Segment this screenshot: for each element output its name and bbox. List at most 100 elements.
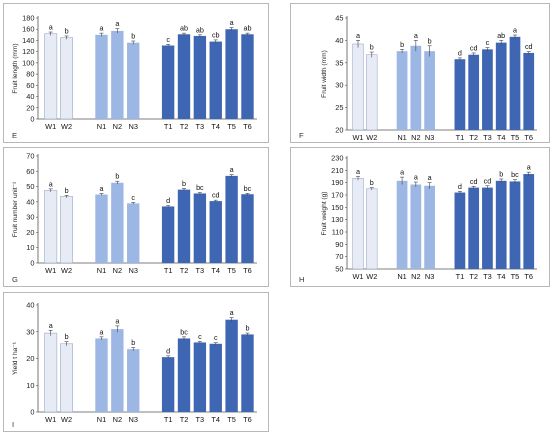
category-label-n2: N2	[113, 122, 122, 131]
significance-letter: a	[414, 31, 418, 40]
significance-letter: b	[182, 179, 186, 188]
bar-n3	[127, 203, 140, 263]
significance-letter: cd	[484, 176, 492, 185]
bar-w2	[60, 37, 74, 120]
bar-w1	[44, 190, 58, 264]
bar-t5	[225, 29, 238, 119]
bar-t1	[454, 59, 466, 130]
y-tick-label: 70	[335, 252, 343, 261]
significance-letter: a	[230, 308, 234, 317]
significance-letter: cd	[525, 42, 533, 51]
y-tick-label: 25	[335, 103, 343, 112]
bar-t2	[177, 189, 191, 263]
significance-letter: b	[65, 186, 69, 195]
significance-letter: bc	[244, 184, 252, 193]
bar-t4	[209, 41, 222, 119]
bar-w1	[352, 43, 364, 131]
bar-t3	[482, 187, 493, 269]
y-tick-label: 150	[331, 203, 343, 212]
chart-panel-i: 0 10 20 30 40 Yield t ha⁻¹ a W1 b W2 a N1 a N2 b N3 d T1 b…	[3, 292, 269, 432]
y-tick-label: 120	[22, 47, 34, 56]
bar-t2	[177, 34, 191, 119]
y-tick-label: 130	[331, 215, 343, 224]
significance-letter: a	[400, 168, 404, 177]
y-axis-label: Yield t ha⁻¹	[12, 341, 19, 375]
category-label-n3: N3	[128, 266, 137, 275]
y-tick-label: 210	[331, 166, 343, 175]
significance-letter: ab	[196, 25, 204, 34]
significance-letter: c	[198, 332, 202, 341]
category-label-n3: N3	[128, 415, 137, 424]
y-tick-label: 50	[335, 265, 343, 274]
bar-t3	[193, 193, 207, 263]
significance-letter: ab	[180, 24, 188, 33]
significance-letter: a	[99, 184, 103, 193]
category-label-w1: W1	[45, 415, 56, 424]
significance-letter: a	[49, 179, 53, 188]
significance-letter: b	[131, 338, 135, 347]
y-axis-label: Fruit number unit⁻¹	[12, 181, 19, 237]
bar-t4	[495, 180, 507, 269]
significance-letter: bc	[511, 170, 519, 179]
significance-letter: a	[99, 327, 103, 336]
bar-n3	[127, 349, 140, 412]
category-label-w2: W2	[61, 415, 72, 424]
bar-w1	[44, 33, 58, 120]
panel-label: E	[12, 131, 17, 140]
bar-w1	[44, 332, 58, 413]
y-tick-label: 90	[335, 240, 343, 249]
category-label-t1: T1	[164, 415, 173, 424]
y-tick-label: 180	[22, 14, 34, 23]
significance-letter: bc	[180, 327, 188, 336]
significance-letter: d	[166, 196, 170, 205]
significance-letter: c	[166, 35, 170, 44]
y-tick-label: 20	[26, 103, 34, 112]
bar-n1	[396, 180, 408, 269]
bar-t3	[193, 35, 207, 120]
bar-w2	[366, 54, 378, 131]
significance-letter: a	[513, 26, 517, 35]
significance-letter: b	[65, 332, 69, 341]
bar-t3	[482, 49, 493, 130]
y-tick-label: 230	[331, 154, 343, 163]
category-label-t3: T3	[196, 415, 205, 424]
bar-w1	[352, 178, 364, 270]
y-tick-label: 10	[26, 381, 34, 390]
y-tick-label: 140	[22, 36, 34, 45]
bar-t6	[241, 334, 254, 412]
significance-letter: ab	[497, 31, 505, 40]
significance-letter: b	[115, 172, 119, 181]
y-axis-label: Fruit width (mm)	[321, 50, 328, 98]
bar-n2	[410, 45, 422, 130]
y-tick-label: 170	[331, 191, 343, 200]
category-label-t4: T4	[211, 122, 220, 131]
category-label-n3: N3	[425, 272, 434, 281]
bar-t1	[454, 192, 466, 269]
category-label-t6: T6	[243, 266, 252, 275]
category-label-n1: N1	[97, 122, 106, 131]
significance-letter: b	[245, 324, 249, 333]
bar-n1	[95, 194, 108, 263]
chart-i: 0 10 20 30 40 Yield t ha⁻¹ a W1 b W2 a N1 a N2 b N3 d T1 b…	[12, 301, 257, 429]
bar-w2	[366, 188, 378, 270]
significance-letter: cd	[470, 43, 478, 52]
significance-letter: a	[428, 173, 432, 182]
y-axis-label: Fruit weight (g)	[321, 192, 328, 236]
bar-t2	[468, 54, 480, 130]
y-tick-label: 20	[26, 228, 34, 237]
significance-letter: a	[49, 23, 53, 32]
category-label-t6: T6	[243, 415, 252, 424]
significance-letter: a	[99, 24, 103, 33]
bar-n1	[95, 338, 108, 412]
category-label-t1: T1	[164, 122, 173, 131]
significance-letter: b	[370, 43, 374, 52]
category-label-t1: T1	[456, 272, 465, 281]
y-tick-label: 40	[26, 301, 34, 310]
category-label-t2: T2	[180, 122, 189, 131]
chart-g: 0 10 20 30 40 50 60 70 Fruit number unit⁻¹ a W1 b W2…	[12, 152, 257, 284]
category-label-n1: N1	[97, 266, 106, 275]
panel-label: H	[299, 275, 304, 284]
y-tick-label: 20	[26, 354, 34, 363]
significance-letter: b	[131, 32, 135, 41]
y-tick-label: 40	[26, 92, 34, 101]
